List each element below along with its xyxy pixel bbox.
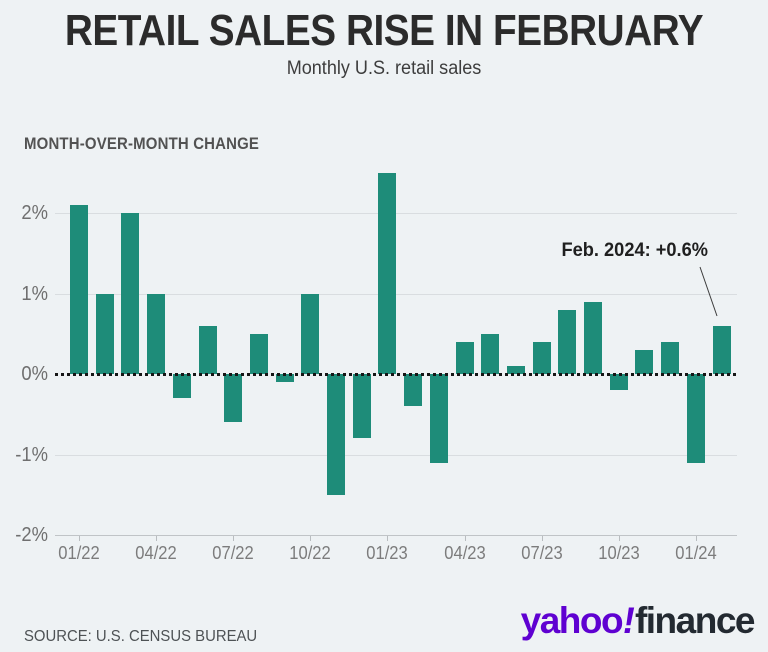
bar-08/22	[249, 333, 268, 374]
x-axis-tick-07/23	[541, 535, 543, 541]
bar-02/22	[95, 293, 114, 374]
y-tick-label-0%: 0%	[21, 363, 48, 385]
x-tick-label-07/22: 07/22	[212, 543, 254, 563]
x-axis-tick-01/24	[695, 535, 697, 541]
bar-02/23	[404, 374, 423, 407]
annotation-feb-2024: Feb. 2024: +0.6%	[561, 240, 708, 261]
bar-01/23	[378, 172, 397, 374]
logo-yahoo-text: yahoo	[520, 600, 624, 641]
bar-09/22	[275, 374, 294, 383]
x-axis-tick-10/23	[618, 535, 620, 541]
bar-01/22	[70, 204, 88, 374]
y-tick-label--2%: -2%	[15, 524, 48, 546]
gridline--1%	[55, 454, 737, 456]
x-tick-label-10/23: 10/23	[597, 543, 640, 563]
bar-11/22	[327, 374, 345, 495]
bar-11/23	[635, 349, 654, 374]
bar-04/23	[455, 341, 474, 374]
bar-12/23	[661, 341, 680, 374]
x-tick-label-04/23: 04/23	[443, 543, 486, 563]
bar-03/23	[429, 374, 448, 463]
x-axis-tick-07/22	[233, 535, 235, 541]
x-axis-tick-01/22	[79, 535, 80, 541]
bar-10/23	[609, 374, 628, 391]
x-tick-label-01/23: 01/23	[366, 543, 409, 563]
x-tick-label-04/22: 04/22	[135, 543, 177, 563]
section-label: MONTH-OVER-MONTH CHANGE	[24, 134, 260, 153]
bar-12/22	[352, 374, 371, 439]
x-axis-tick-10/22	[310, 535, 312, 541]
bar-02/24	[712, 325, 731, 374]
y-tick-label-2%: 2%	[21, 202, 48, 224]
chart-subtitle: Monthly U.S. retail sales	[286, 58, 482, 79]
x-tick-label-07/23: 07/23	[520, 543, 563, 563]
page-title: RETAIL SALES RISE IN FEBRUARY	[64, 6, 704, 55]
bar-08/23	[558, 309, 577, 374]
x-tick-label-10/22: 10/22	[289, 543, 332, 563]
y-tick-label-1%: 1%	[21, 282, 48, 305]
yahoo-finance-logo: yahoo!finance	[520, 600, 756, 642]
bar-04/22	[147, 293, 166, 374]
bar-01/24	[686, 374, 705, 463]
bar-10/22	[301, 293, 320, 374]
x-axis-tick-04/22	[156, 535, 158, 541]
bar-06/23	[506, 365, 525, 374]
zero-line	[55, 372, 737, 376]
x-tick-label-01/22: 01/22	[58, 543, 100, 563]
bar-05/23	[481, 333, 500, 374]
x-axis-tick-04/23	[464, 535, 466, 541]
source-credit: SOURCE: U.S. CENSUS BUREAU	[24, 628, 258, 645]
x-axis-line	[55, 535, 737, 536]
y-tick-label--1%: -1%	[15, 443, 48, 466]
bar-09/23	[584, 301, 602, 374]
logo-finance-text: finance	[634, 600, 756, 641]
x-tick-label-01/24: 01/24	[675, 543, 717, 563]
bar-07/22	[224, 374, 243, 423]
x-axis-tick-01/23	[387, 535, 389, 541]
bar-03/22	[121, 213, 140, 374]
bar-07/23	[532, 341, 551, 374]
bar-06/22	[198, 325, 217, 374]
bar-05/22	[172, 374, 191, 399]
